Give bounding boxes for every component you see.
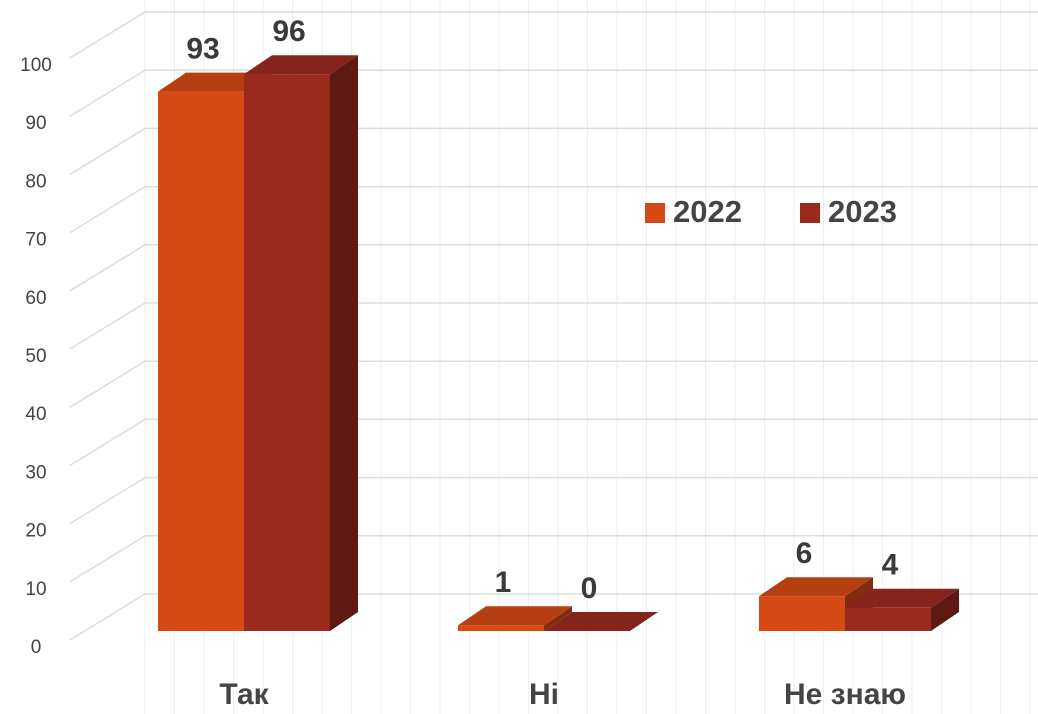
x-tick-label: Так bbox=[219, 678, 269, 711]
y-tick-label: 50 bbox=[25, 346, 46, 367]
bar bbox=[458, 625, 544, 631]
x-tick-label: Не знаю bbox=[784, 678, 906, 711]
grid-line bbox=[69, 11, 146, 59]
bar-side bbox=[330, 55, 358, 631]
y-tick-label: 60 bbox=[25, 288, 46, 309]
y-tick-label: 40 bbox=[25, 404, 46, 425]
data-label: 93 bbox=[186, 33, 219, 66]
data-label: 6 bbox=[796, 537, 813, 570]
bar-top bbox=[458, 606, 572, 626]
legend-swatch bbox=[800, 203, 820, 223]
y-tick-label: 70 bbox=[25, 230, 46, 251]
legend-label: 2022 bbox=[673, 194, 742, 229]
grid-line bbox=[69, 476, 146, 525]
data-label: 96 bbox=[272, 15, 305, 48]
y-tick-label: 0 bbox=[31, 637, 42, 658]
y-tick-label: 90 bbox=[25, 113, 46, 134]
bar-top bbox=[544, 612, 658, 631]
grid-line bbox=[69, 360, 146, 408]
grid-line bbox=[69, 185, 146, 234]
bar bbox=[244, 74, 330, 631]
data-label: 4 bbox=[882, 549, 899, 582]
data-label: 0 bbox=[581, 572, 598, 605]
grid-line bbox=[69, 244, 146, 292]
y-tick-label: 30 bbox=[25, 462, 46, 483]
grid-line bbox=[69, 418, 146, 467]
legend-label: 2023 bbox=[828, 194, 897, 229]
bar bbox=[158, 91, 244, 632]
grid-line bbox=[69, 302, 146, 350]
y-tick-label: 80 bbox=[25, 171, 46, 192]
y-tick-label: 20 bbox=[25, 521, 46, 542]
bar-top bbox=[759, 577, 873, 597]
grid-line bbox=[69, 127, 146, 176]
x-tick-label: Ні bbox=[529, 678, 559, 711]
bar-side bbox=[931, 588, 959, 631]
bar-top bbox=[244, 55, 358, 75]
grid-line bbox=[69, 69, 146, 117]
bar-top bbox=[158, 72, 272, 92]
legend-swatch bbox=[645, 203, 665, 223]
y-tick-label: 10 bbox=[25, 579, 46, 600]
bar-side bbox=[544, 606, 572, 631]
data-label: 1 bbox=[495, 566, 512, 599]
bar bbox=[759, 596, 845, 631]
grid-line bbox=[69, 593, 146, 641]
bar-top bbox=[845, 588, 959, 608]
y-tick-label: 100 bbox=[20, 55, 52, 76]
bar bbox=[845, 607, 931, 631]
grid-line bbox=[69, 535, 146, 583]
